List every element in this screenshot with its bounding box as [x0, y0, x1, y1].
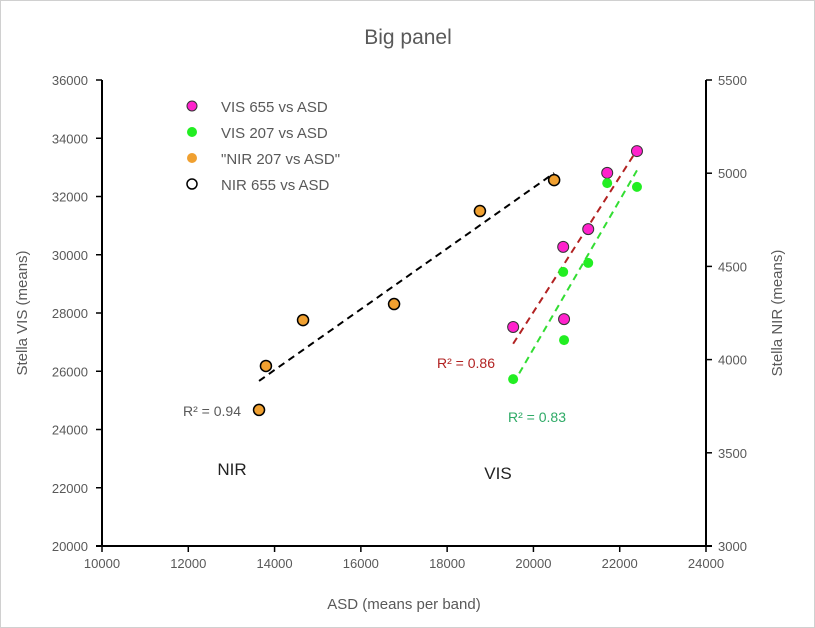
y-left-tick-label: 26000 — [52, 364, 88, 379]
y-right-tick-label: 3500 — [718, 446, 747, 461]
data-point — [558, 313, 571, 326]
r-squared-label: R² = 0.83 — [508, 409, 566, 425]
data-point — [252, 403, 266, 417]
legend-marker — [187, 127, 197, 137]
y-right-tick-label: 5500 — [718, 73, 747, 88]
data-point — [254, 404, 265, 415]
legend-marker — [186, 100, 198, 112]
data-point — [559, 335, 570, 346]
annotation-vis: VIS — [484, 464, 511, 483]
y-axis-left-label: Stella VIS (means) — [14, 250, 31, 375]
y-right-tick-label: 5000 — [718, 166, 747, 181]
data-point — [547, 173, 561, 187]
data-point — [260, 360, 271, 371]
data-point — [557, 240, 570, 253]
r-squared-label: R² = 0.94 — [183, 403, 241, 419]
x-axis-label: ASD (means per band) — [327, 596, 480, 613]
x-tick-label: 18000 — [429, 556, 465, 571]
trendline — [512, 149, 638, 345]
x-tick-label: 14000 — [256, 556, 292, 571]
data-point — [387, 297, 401, 311]
data-point — [601, 166, 614, 179]
data-point — [631, 181, 642, 192]
x-tick-label: 24000 — [688, 556, 724, 571]
data-point — [389, 299, 400, 310]
y-left-tick-label: 20000 — [52, 539, 88, 554]
data-point — [630, 145, 643, 158]
data-point — [473, 204, 487, 218]
y-left-tick-label: 24000 — [52, 423, 88, 438]
x-tick-label: 12000 — [170, 556, 206, 571]
y-left-tick-label: 22000 — [52, 481, 88, 496]
data-point — [259, 359, 273, 373]
data-point — [583, 257, 594, 268]
data-point — [474, 206, 485, 217]
y-left-tick-label: 30000 — [52, 248, 88, 263]
data-point — [296, 313, 310, 327]
trendline — [258, 172, 555, 382]
data-point — [507, 320, 520, 333]
x-tick-label: 16000 — [343, 556, 379, 571]
legend-marker — [187, 153, 197, 163]
y-right-tick-label: 4500 — [718, 259, 747, 274]
legend-label: "NIR 207 vs ASD" — [221, 151, 340, 168]
x-tick-label: 10000 — [84, 556, 120, 571]
data-point — [508, 374, 519, 385]
y-right-tick-label: 4000 — [718, 353, 747, 368]
y-left-tick-label: 36000 — [52, 73, 88, 88]
y-axis-right-label: Stella NIR (means) — [769, 250, 786, 377]
y-right-tick-label: 3000 — [718, 539, 747, 554]
trendline — [512, 169, 638, 385]
data-point — [298, 315, 309, 326]
legend-label: NIR 655 vs ASD — [221, 177, 330, 194]
x-tick-label: 22000 — [602, 556, 638, 571]
legend-marker — [186, 178, 198, 190]
x-tick-label: 20000 — [515, 556, 551, 571]
data-point — [602, 178, 613, 189]
y-left-tick-label: 28000 — [52, 306, 88, 321]
data-point — [558, 266, 569, 277]
data-point — [582, 223, 595, 236]
annotation-nir: NIR — [217, 460, 246, 479]
chart-title: Big panel — [364, 26, 452, 49]
y-left-tick-label: 32000 — [52, 190, 88, 205]
legend-label: VIS 655 vs ASD — [221, 99, 328, 116]
legend-label: VIS 207 vs ASD — [221, 125, 328, 142]
data-point — [549, 175, 560, 186]
r-squared-label: R² = 0.86 — [437, 355, 495, 371]
y-left-tick-label: 34000 — [52, 131, 88, 146]
